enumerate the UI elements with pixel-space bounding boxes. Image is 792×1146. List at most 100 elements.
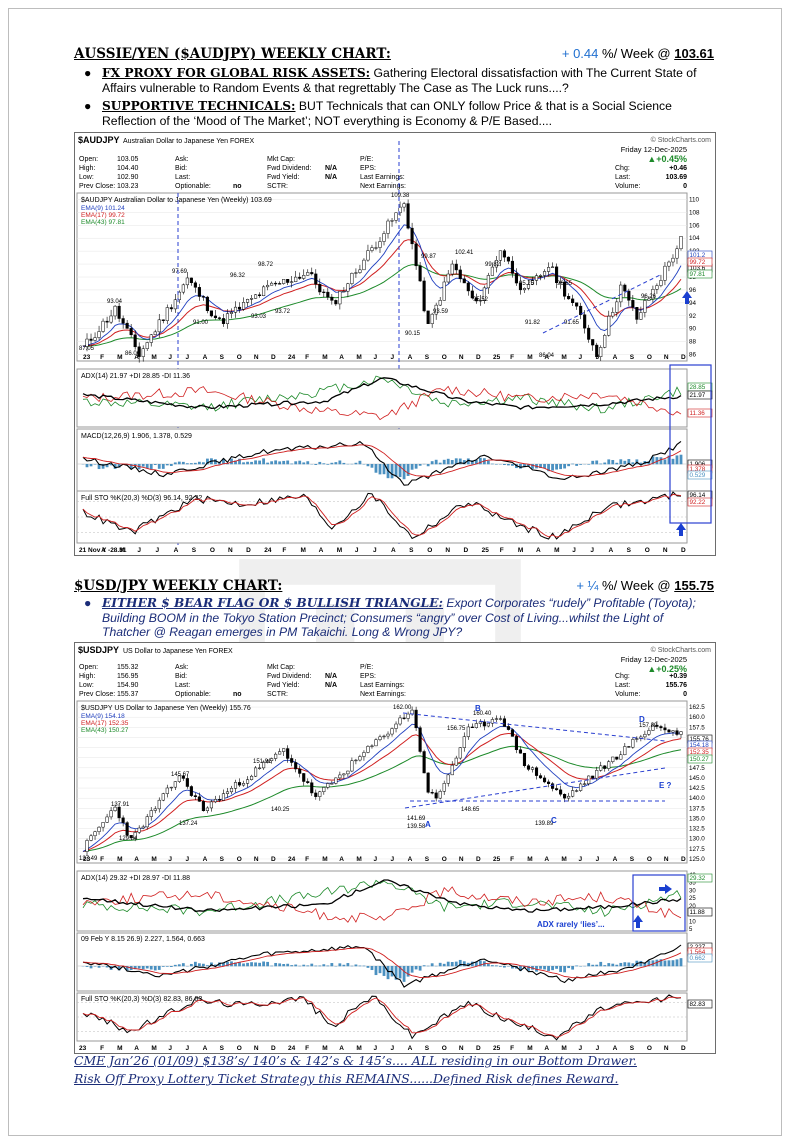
macd-histogram-bar <box>89 464 93 467</box>
support-trendline <box>542 274 661 334</box>
price-label: 127.49 <box>79 856 98 862</box>
candle-body <box>599 765 603 771</box>
bottom-label: J <box>578 1045 582 1052</box>
macd-histogram-bar <box>615 964 619 967</box>
macd-title: 09 Feb Y 8.15 26.9) 2.227, 1.564, 0.663 <box>81 936 205 943</box>
quote-open: 155.32 <box>117 664 139 671</box>
bottom-label: D <box>681 1045 686 1052</box>
candle-body <box>181 284 185 293</box>
candle-body <box>382 735 386 738</box>
x-label: D <box>271 354 276 361</box>
quote-last-r-label: Last: <box>615 682 630 689</box>
macd-histogram-bar <box>450 962 454 967</box>
macd-histogram-bar <box>173 964 177 967</box>
quote-low-label: Low: <box>79 682 94 689</box>
candle-body <box>241 783 246 786</box>
candle-body <box>651 724 655 731</box>
candle-body <box>133 334 137 348</box>
candle-body <box>663 265 667 281</box>
candle-body <box>366 746 370 753</box>
macd-histogram-bar <box>551 966 554 971</box>
bottom-label: M <box>322 1045 327 1052</box>
candle-body <box>398 717 402 725</box>
candle-body <box>679 236 683 250</box>
candle-body <box>246 299 250 303</box>
price-label: 91.82 <box>525 320 541 326</box>
candle-body <box>462 278 466 284</box>
macd-histogram-bar <box>270 461 274 465</box>
quote-pe: P/E: <box>360 664 373 671</box>
macd-histogram-bar <box>615 462 619 465</box>
macd-histogram-bar <box>366 966 370 968</box>
price-label: 151.91 <box>253 759 272 765</box>
minus-di-line <box>82 886 682 923</box>
candle-body <box>229 788 234 793</box>
macd-histogram-bar <box>189 963 193 967</box>
macd-histogram-bar <box>298 965 302 967</box>
macd-histogram-bar <box>490 463 494 465</box>
highlight-box <box>669 364 712 524</box>
candle-body <box>390 220 394 222</box>
candle-body <box>250 298 254 300</box>
up-arrow-icon <box>676 523 686 536</box>
candle-body <box>229 312 234 314</box>
candle-body <box>619 284 623 303</box>
chart-name: US Dollar to Japanese Yen FOREX <box>123 648 233 655</box>
candle-body <box>538 275 543 277</box>
quote-prev: 103.23 <box>117 183 139 190</box>
x-label: A <box>613 856 618 863</box>
macd-histogram-bar <box>230 458 233 465</box>
macd-histogram-bar <box>141 464 145 467</box>
x-label: S <box>220 354 225 361</box>
candle-body <box>286 748 290 759</box>
macd-histogram-bar <box>567 966 571 969</box>
candle-body <box>338 291 342 305</box>
price-label: 93.72 <box>275 309 291 315</box>
bottom-label: F <box>510 1045 514 1052</box>
macd-histogram-bar <box>342 964 346 967</box>
macd-histogram-bar <box>486 964 490 967</box>
bottom-label: J <box>168 1045 172 1052</box>
ema17-line <box>82 732 682 852</box>
macd-histogram-bar <box>374 464 378 473</box>
macd-histogram-bar <box>206 458 209 465</box>
macd-histogram-bar <box>141 966 145 970</box>
x-label: F <box>305 354 309 361</box>
macd-tag: 1.906 <box>690 461 706 468</box>
macd-histogram-bar <box>591 964 595 967</box>
adx-lines <box>82 375 682 421</box>
candle-body <box>510 729 514 737</box>
candle-body <box>446 273 450 283</box>
bottom-label: M <box>561 1045 566 1052</box>
quote-fwd-div: Fwd Dividend: <box>267 673 311 680</box>
price-candles <box>85 199 683 363</box>
bottom-label: 23 <box>79 1045 87 1052</box>
macd-histogram-bar <box>290 965 294 967</box>
candle-body <box>165 307 169 321</box>
y-tick: 94 <box>689 300 697 307</box>
candle-body <box>414 243 418 267</box>
macd-histogram-bar <box>358 460 362 465</box>
x-label: M <box>151 856 156 863</box>
macd-histogram-bar <box>93 464 97 465</box>
macd-histogram-bar <box>250 962 253 967</box>
macd-histogram-bar <box>234 460 237 465</box>
macd-histogram-bar <box>543 464 546 469</box>
macd-histogram-bar <box>133 966 137 970</box>
price-tag: 154.18 <box>690 742 710 749</box>
candle-body <box>414 709 418 729</box>
macd-histogram-bar <box>535 966 538 972</box>
macd-histogram-bar <box>559 464 562 470</box>
quote-chg-label: Chg: <box>615 165 630 172</box>
x-label: S <box>425 354 430 361</box>
macd-histogram-bar <box>222 458 225 465</box>
macd-histogram-bar <box>370 966 374 971</box>
y-tick: 92 <box>689 313 697 320</box>
macd-histogram-bar <box>97 464 101 470</box>
candle-body <box>129 328 133 336</box>
quote-last-earn: Last Earnings: <box>360 174 405 181</box>
macd-histogram-bar <box>197 461 201 465</box>
x-label: F <box>100 856 104 863</box>
macd-histogram-bar <box>575 965 579 967</box>
